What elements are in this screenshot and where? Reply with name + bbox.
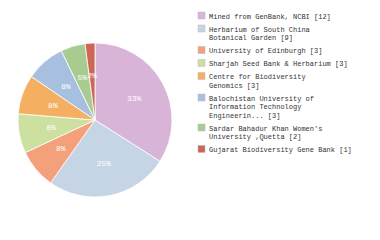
data-label: 2% xyxy=(87,71,97,80)
legend-label: University of Edinburgh [3] xyxy=(209,47,322,55)
legend-swatch xyxy=(198,12,205,19)
legend-swatch xyxy=(198,60,205,67)
legend-item: Mined from GenBank, NCBI [12] xyxy=(198,12,331,21)
pie-slice xyxy=(18,114,95,153)
legend-label: Gujarat Biodiversity Gene Bank [1] xyxy=(209,146,352,154)
data-label: 8% xyxy=(56,144,66,153)
data-label: 33% xyxy=(127,94,142,103)
data-label: 8% xyxy=(48,101,58,110)
legend-label: Balochistan University ofInformation Tec… xyxy=(209,95,314,120)
data-label: 25% xyxy=(96,159,111,168)
legend-swatch xyxy=(198,25,205,32)
legend-label: Sardar Bahadur Khan Women'sUniversity ,Q… xyxy=(209,125,322,142)
legend-label: Herbarium of South ChinaBotanical Garden… xyxy=(209,26,310,43)
chart: 33% 25% 8% 8% 8% 8% 5%2% Mined from GenBank, NC… xyxy=(0,0,380,240)
legend-item: Sardar Bahadur Khan Women'sUniversity ,Q… xyxy=(198,124,322,141)
legend-swatch xyxy=(198,146,205,153)
legend-label: Sharjah Seed Bank & Herbarium [3] xyxy=(209,60,348,68)
legend-swatch xyxy=(198,124,205,131)
data-label: 8% xyxy=(61,82,71,91)
data-label: 8% xyxy=(46,123,56,132)
pie-slice xyxy=(61,44,95,120)
legend-label: Centre for BiodiversityGenomics [3] xyxy=(209,73,306,90)
legend-item: University of Edinburgh [3] xyxy=(198,47,322,56)
legend-item: Balochistan University ofInformation Tec… xyxy=(198,94,314,120)
legend-item: Gujarat Biodiversity Gene Bank [1] xyxy=(198,146,352,155)
legend-item: Sharjah Seed Bank & Herbarium [3] xyxy=(198,60,348,69)
data-label: 5% xyxy=(77,73,87,82)
legend-swatch xyxy=(198,73,205,80)
pie xyxy=(18,43,172,197)
legend-swatch xyxy=(198,94,205,101)
legend-item: Centre for BiodiversityGenomics [3] xyxy=(198,73,306,90)
legend-item: Herbarium of South ChinaBotanical Garden… xyxy=(198,25,310,42)
legend-label: Mined from GenBank, NCBI [12] xyxy=(209,13,331,21)
data-labels: 33% 25% 8% 8% 8% 8% 5%2% xyxy=(46,71,141,168)
legend-swatch xyxy=(198,47,205,54)
legend: Mined from GenBank, NCBI [12] Herbarium o… xyxy=(198,12,352,154)
